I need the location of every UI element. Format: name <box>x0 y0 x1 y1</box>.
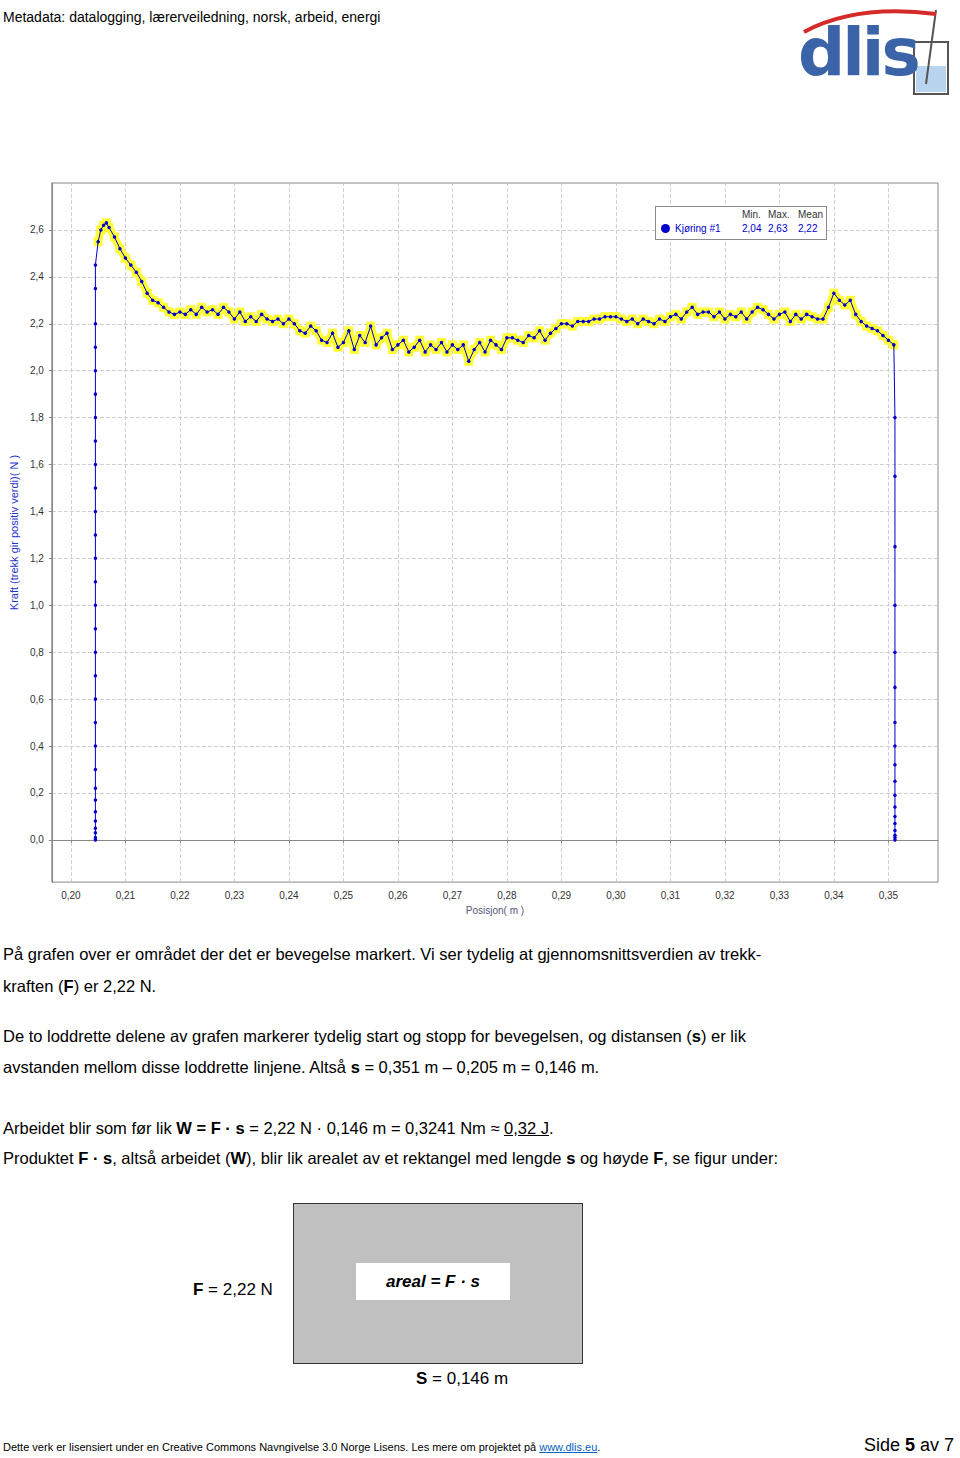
html-text:F = 2,22 N: F = 2,22 N <box>193 1280 273 1299</box>
svg-text:0,30: 0,30 <box>606 890 626 901</box>
html-text:avstanden mellom disse loddret: avstanden mellom disse loddrette linjene… <box>3 1058 600 1076</box>
html-text:2,22: 2,22 <box>798 223 818 234</box>
svg-text:1,8: 1,8 <box>30 412 44 423</box>
svg-text:2,6: 2,6 <box>30 224 44 235</box>
svg-text:2,2: 2,2 <box>30 318 44 329</box>
html-text:Dette verk er lisensiert under: Dette verk er lisensiert under en Creati… <box>3 1441 601 1453</box>
svg-text:0,31: 0,31 <box>661 890 681 901</box>
svg-text:0,2: 0,2 <box>30 787 44 798</box>
svg-text:0,28: 0,28 <box>497 890 517 901</box>
svg-text:0,20: 0,20 <box>61 890 81 901</box>
svg-text:0,6: 0,6 <box>30 694 44 705</box>
svg-text:0,4: 0,4 <box>30 741 44 752</box>
svg-text:0,8: 0,8 <box>30 647 44 658</box>
svg-text:0,26: 0,26 <box>388 890 408 901</box>
html-text:De to loddrette delene av graf: De to loddrette delene av grafen markere… <box>3 1027 746 1045</box>
svg-text:0,29: 0,29 <box>552 890 572 901</box>
html-text:dlis: dlis <box>798 14 918 91</box>
html-text:Min.: Min. <box>742 209 761 220</box>
svg-text:0,23: 0,23 <box>225 890 245 901</box>
svg-text:0,25: 0,25 <box>334 890 354 901</box>
svg-text:0,34: 0,34 <box>824 890 844 901</box>
svg-text:0,0: 0,0 <box>30 834 44 845</box>
svg-text:0,32: 0,32 <box>715 890 735 901</box>
svg-text:0,35: 0,35 <box>879 890 899 901</box>
html-text:areal = F · s: areal = F · s <box>386 1272 480 1291</box>
svg-text:0,27: 0,27 <box>443 890 463 901</box>
html-text:2,63: 2,63 <box>768 223 788 234</box>
svg-text:2,4: 2,4 <box>30 271 44 282</box>
svg-text:Kraft (trekk gir positiv verdi: Kraft (trekk gir positiv verdi)( N ) <box>8 455 20 610</box>
html-text:Side 5 av 7: Side 5 av 7 <box>863 1435 954 1455</box>
svg-text:0,33: 0,33 <box>770 890 790 901</box>
html-text:Kjøring #1: Kjøring #1 <box>675 223 721 234</box>
svg-text:1,0: 1,0 <box>30 600 44 611</box>
svg-text:1,2: 1,2 <box>30 553 44 564</box>
html-text:Max.: Max. <box>768 209 790 220</box>
svg-text:2,0: 2,0 <box>30 365 44 376</box>
html-text:På grafen over er området der: På grafen over er området der det er bev… <box>3 945 762 963</box>
svg-text:1,6: 1,6 <box>30 459 44 470</box>
html-text:Arbeidet blir som før lik W =: Arbeidet blir som før lik W = F · s = 2,… <box>3 1119 554 1137</box>
svg-text:0,22: 0,22 <box>170 890 190 901</box>
html-text:kraften (F) er 2,22 N.: kraften (F) er 2,22 N. <box>3 977 157 995</box>
html-text:Metadata: datalogging, lærerve: Metadata: datalogging, lærerveiledning, … <box>3 9 381 25</box>
svg-text:0,24: 0,24 <box>279 890 299 901</box>
svg-text:Posisjon( m ): Posisjon( m ) <box>466 905 524 916</box>
svg-text:1,4: 1,4 <box>30 506 44 517</box>
html-text:2,04: 2,04 <box>742 223 762 234</box>
html-text:Mean: Mean <box>798 209 823 220</box>
html-text:Produktet F · s, altså arbeide: Produktet F · s, altså arbeidet (W), bli… <box>3 1149 778 1167</box>
svg-text:0,21: 0,21 <box>116 890 136 901</box>
html-text:S = 0,146 m: S = 0,146 m <box>416 1369 509 1388</box>
